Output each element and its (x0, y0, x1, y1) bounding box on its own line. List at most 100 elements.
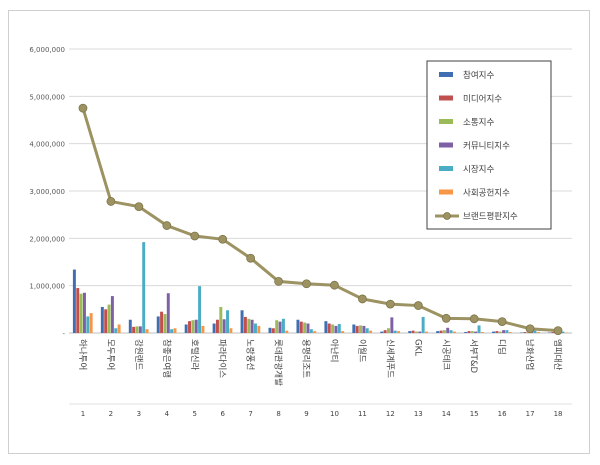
line-point (497, 317, 507, 327)
rank-label: 1 (81, 410, 85, 418)
y-axis: - 1,000,000 2,000,000 3,000,000 4,000,000 5,0… (29, 46, 65, 338)
bar (243, 316, 247, 333)
bar (442, 330, 446, 333)
legend-label: 미디어지수 (463, 94, 502, 105)
bar (114, 328, 118, 333)
rank-label: 18 (554, 410, 563, 418)
bar (436, 331, 440, 333)
gridlines (69, 48, 572, 334)
bar (439, 330, 443, 333)
bar (480, 332, 484, 333)
bar (387, 328, 390, 333)
bar (278, 321, 282, 333)
rank-label: 16 (498, 410, 507, 418)
legend-swatch (439, 142, 453, 148)
bar (82, 292, 86, 333)
bar (393, 330, 397, 333)
bar (191, 320, 195, 333)
bar-series (72, 242, 568, 333)
legend-label: 참여지수 (463, 70, 494, 81)
bar (135, 326, 139, 333)
x-tick-label: 모두투어 (105, 339, 116, 370)
bar (408, 331, 412, 333)
y-tick-label: 2,000,000 (29, 235, 65, 243)
bar (502, 330, 506, 333)
rank-label: 3 (137, 410, 141, 418)
rank-label: 5 (193, 410, 197, 418)
x-tick-label: 파라다이스 (217, 339, 228, 378)
bar (253, 323, 257, 333)
bar (369, 330, 373, 333)
x-tick-label: 하나투어 (77, 339, 88, 370)
bar (240, 310, 244, 333)
rank-label: 6 (220, 410, 225, 418)
bar (327, 323, 331, 333)
x-tick-label: 호텔신라 (189, 339, 200, 370)
line-point (413, 301, 423, 310)
line-point (162, 221, 172, 230)
rank-label: 9 (304, 410, 308, 418)
bar (110, 296, 114, 333)
rank-label: 13 (414, 410, 423, 418)
bar (362, 325, 366, 333)
bar (505, 330, 509, 333)
x-tick-label: 노랑풍선 (245, 339, 256, 370)
bar (89, 313, 93, 333)
bar (229, 328, 233, 333)
line-point (525, 324, 535, 334)
bar (138, 326, 142, 333)
bar (380, 331, 384, 333)
x-tick-label: 신세계푸드 (384, 339, 395, 378)
y-tick-label: 4,000,000 (29, 141, 65, 149)
bar (533, 330, 537, 333)
bar (76, 288, 80, 333)
line-point (441, 313, 451, 323)
x-tick-label: 용평리조트 (301, 339, 312, 378)
rank-label: 8 (276, 410, 280, 418)
bar (128, 319, 132, 333)
bar (411, 330, 415, 333)
bar (418, 331, 422, 333)
legend-marker (443, 212, 451, 220)
bar (226, 310, 230, 333)
bar (508, 332, 512, 333)
bar (383, 330, 387, 333)
bar (250, 319, 254, 333)
bar (156, 316, 160, 333)
bar (324, 321, 328, 333)
bar (446, 327, 450, 333)
bar (425, 331, 428, 333)
bar (331, 324, 335, 333)
bar (173, 328, 177, 333)
bar (142, 242, 146, 333)
legend-swatch (439, 95, 453, 101)
bar (107, 304, 111, 333)
bar (215, 319, 219, 333)
bar (303, 322, 307, 333)
bar (188, 321, 191, 333)
bar (104, 309, 108, 333)
bar (470, 331, 474, 333)
line-point (190, 231, 200, 241)
bar (194, 319, 198, 333)
bar (296, 319, 300, 333)
bar (309, 329, 313, 333)
x-tick-label: 서부T&D (468, 339, 478, 373)
legend-swatch (439, 72, 453, 77)
rank-label: 7 (248, 410, 252, 418)
x-tick-label: 남화산업 (524, 339, 535, 370)
rank-label: 4 (165, 410, 170, 418)
bar (72, 269, 76, 333)
bar (313, 331, 317, 333)
rank-label: 17 (526, 410, 535, 418)
x-tick-label: 강원랜드 (133, 339, 144, 370)
bar (132, 326, 136, 333)
bar (117, 324, 121, 333)
line-point (246, 253, 256, 263)
bar (285, 330, 289, 333)
brand-line-series (78, 103, 563, 336)
bar (306, 323, 310, 333)
bar (281, 318, 285, 333)
rank-label: 14 (442, 410, 451, 418)
bar (257, 325, 261, 333)
